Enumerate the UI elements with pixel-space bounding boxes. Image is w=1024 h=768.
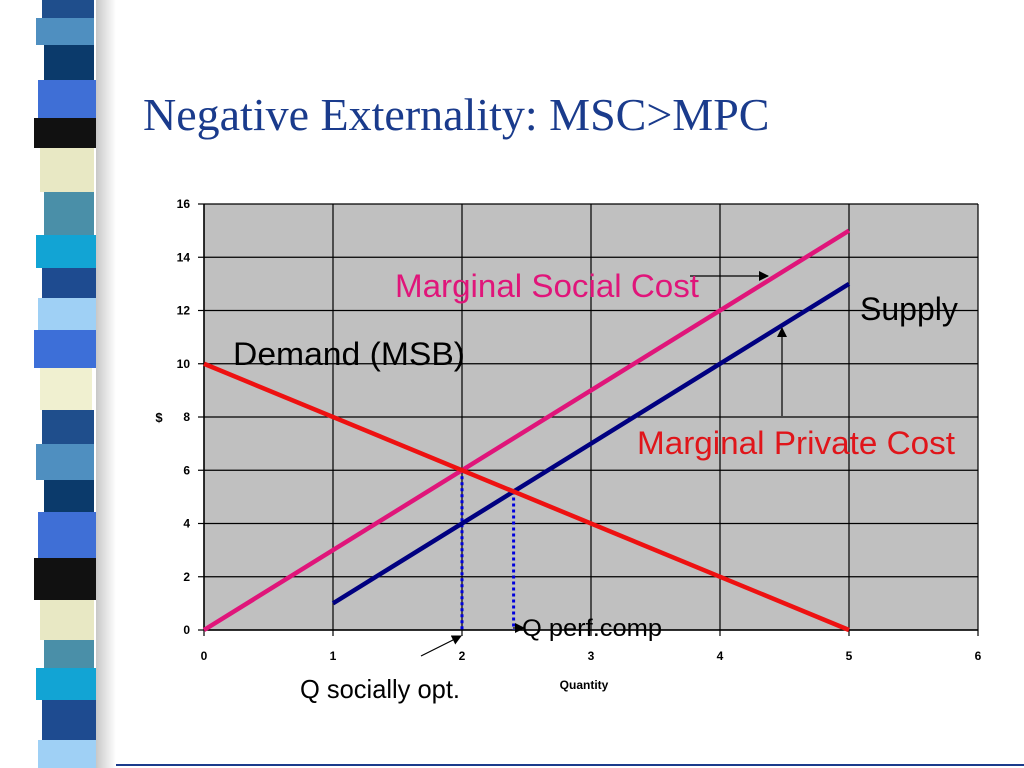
stripe <box>34 118 96 148</box>
stripe <box>38 80 98 118</box>
x-tick-label: 1 <box>330 649 337 663</box>
series-lines <box>202 228 851 633</box>
y-tick-label: 12 <box>177 304 191 318</box>
y-tick-label: 10 <box>177 357 191 371</box>
y-tick-label: 6 <box>183 463 190 477</box>
stripe <box>34 558 96 600</box>
x-axis-label: Quantity <box>560 678 609 692</box>
reference-lines <box>460 470 516 630</box>
stripe <box>38 298 96 330</box>
stripe <box>36 444 94 480</box>
y-tick-label: 16 <box>177 197 191 211</box>
stripe <box>42 268 98 298</box>
q-perf-comp-label: Q perf.comp <box>522 615 662 642</box>
annotation-arrows <box>420 271 787 657</box>
demand-annotation: Demand (MSB) <box>233 336 465 372</box>
y-tick-label: 2 <box>183 570 190 584</box>
stripe <box>38 740 96 768</box>
stripe <box>36 235 96 268</box>
stripe <box>44 45 94 80</box>
stripe <box>44 640 94 668</box>
stripe <box>34 330 98 368</box>
x-tick-label: 6 <box>975 649 982 663</box>
stripe <box>36 18 94 45</box>
y-tick-label: 14 <box>177 250 191 264</box>
stripe <box>44 192 94 235</box>
x-tick-label: 2 <box>459 649 466 663</box>
series-line <box>203 361 850 633</box>
mpc-annotation: Marginal Private Cost <box>637 425 955 461</box>
q-socially-opt-label: Q socially opt. <box>300 674 460 704</box>
slide-title: Negative Externality: MSC>MPC <box>143 89 770 140</box>
supply-annotation: Supply <box>860 291 958 327</box>
stripe <box>42 700 98 740</box>
y-axis-label: $ <box>155 410 163 425</box>
x-tick-label: 3 <box>588 649 595 663</box>
stripe <box>42 410 94 444</box>
x-tick-label: 5 <box>846 649 853 663</box>
decorative-stripe-bar <box>0 0 116 768</box>
x-tick-label: 0 <box>201 649 208 663</box>
stripe <box>42 0 94 18</box>
stripe-shadow <box>96 0 116 768</box>
x-tick-label: 4 <box>717 649 724 663</box>
stripe <box>38 512 98 558</box>
stripe <box>44 480 94 512</box>
series-line <box>202 228 851 632</box>
y-tick-label: 8 <box>183 410 190 424</box>
msc-annotation: Marginal Social Cost <box>395 268 699 304</box>
q-social-arrow <box>420 635 462 657</box>
footer-rule <box>116 764 1024 766</box>
y-tick-label: 0 <box>183 623 190 637</box>
stripe <box>36 668 96 700</box>
y-tick-label: 4 <box>183 517 190 531</box>
stripe <box>40 600 94 640</box>
stripe <box>40 368 92 410</box>
stripe <box>40 148 94 192</box>
series-line <box>331 281 851 606</box>
